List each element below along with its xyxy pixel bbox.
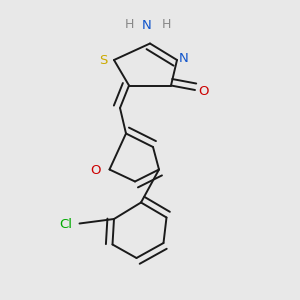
Text: N: N xyxy=(142,19,152,32)
Text: H: H xyxy=(124,17,134,31)
Text: Cl: Cl xyxy=(59,218,72,232)
Text: O: O xyxy=(90,164,101,178)
Text: H: H xyxy=(162,17,171,31)
Text: N: N xyxy=(179,52,188,65)
Text: O: O xyxy=(198,85,209,98)
Text: S: S xyxy=(99,53,108,67)
